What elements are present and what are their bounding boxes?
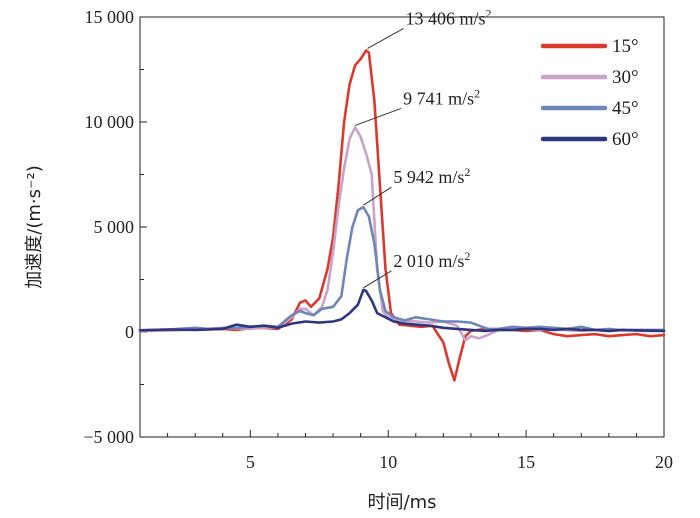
- legend-label-3: 45°: [612, 98, 639, 119]
- x-tick-label: 10: [379, 452, 397, 472]
- annotation-superscript: 2: [474, 86, 480, 100]
- annotation-leader: [363, 186, 392, 206]
- y-tick-label: 10 000: [85, 112, 135, 132]
- annotation-superscript: 2: [464, 249, 470, 263]
- y-tick-label: −5 000: [83, 427, 134, 447]
- x-axis-title: 时间/ms: [368, 492, 437, 513]
- plot-area: [139, 16, 665, 438]
- annotation-leader: [367, 28, 404, 49]
- annotation-value: 5 942 m/s: [393, 167, 464, 187]
- annotations: 13 406 m/s29 741 m/s25 942 m/s22 010 m/s…: [354, 6, 492, 289]
- annotation-label: 2 010 m/s2: [393, 249, 470, 271]
- y-tick-label: 5 000: [94, 217, 135, 237]
- annotation-label: 5 942 m/s2: [393, 165, 470, 187]
- legend: 15° 30° 45° 60°: [540, 36, 639, 150]
- y-tick-label: 0: [125, 322, 134, 342]
- annotation-value: 13 406 m/s: [406, 8, 486, 28]
- series-line-4: [138, 288, 666, 333]
- annotation-superscript: 2: [486, 6, 492, 20]
- x-tick-label: 15: [517, 452, 535, 472]
- y-axis-ticks: −5 000 0 5 000 10 000 15 000: [83, 7, 147, 447]
- plot-frame: [139, 16, 665, 438]
- x-tick-label: 5: [246, 452, 255, 472]
- x-axis-ticks: 5 10 15 20: [139, 430, 673, 472]
- legend-label-4: 60°: [612, 129, 639, 150]
- annotation-leader: [363, 270, 392, 289]
- annotation-value: 2 010 m/s: [393, 251, 464, 271]
- annotation-value: 9 741 m/s: [403, 88, 474, 108]
- legend-label-1: 15°: [612, 36, 639, 57]
- series-layer: [138, 49, 666, 382]
- annotation-label: 9 741 m/s2: [403, 86, 480, 108]
- y-tick-label: 15 000: [85, 7, 135, 27]
- annotation-label: 13 406 m/s2: [406, 6, 492, 28]
- annotation-leader: [354, 107, 402, 126]
- annotation-superscript: 2: [464, 165, 470, 179]
- legend-label-2: 30°: [612, 67, 639, 88]
- series-line-2: [138, 126, 666, 342]
- y-axis-title: 加速度/(m·s⁻²): [24, 165, 45, 288]
- x-tick-label: 20: [655, 452, 673, 472]
